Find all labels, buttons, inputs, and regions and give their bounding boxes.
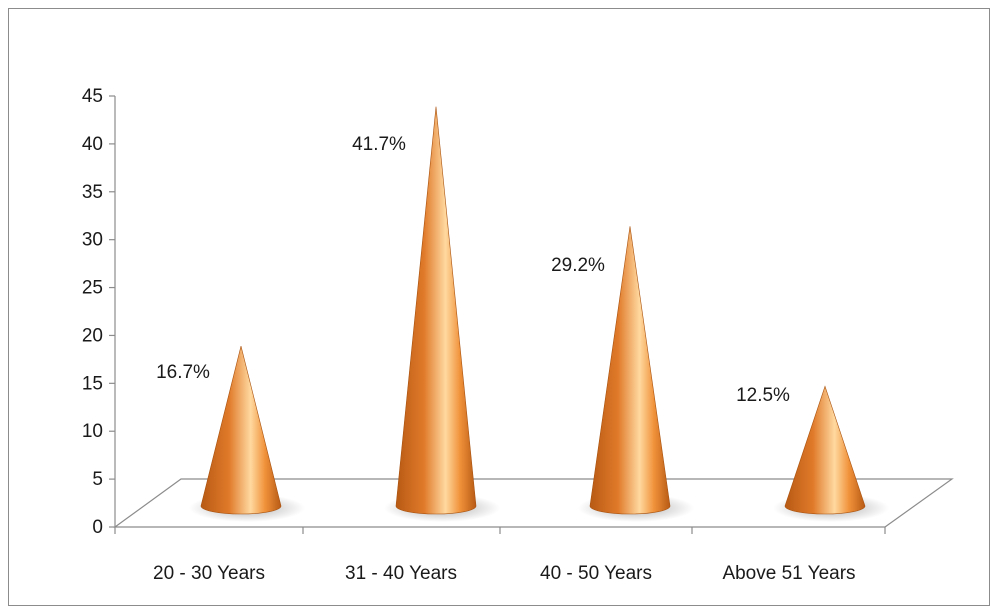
y-tick-label: 25 <box>82 278 103 299</box>
y-tick-label: 5 <box>92 469 103 490</box>
y-tick-label: 45 <box>82 86 103 107</box>
cone-bar <box>384 106 500 522</box>
x-category-label: 20 - 30 Years <box>153 563 265 584</box>
chart-floor <box>113 478 954 528</box>
y-tick-label: 35 <box>82 182 103 203</box>
y-tick-label: 15 <box>82 373 103 394</box>
y-tick-label: 30 <box>82 230 103 251</box>
cone-body <box>589 226 671 515</box>
x-category-label: 31 - 40 Years <box>345 563 457 584</box>
data-label: 29.2% <box>551 255 605 276</box>
x-category-label: Above 51 Years <box>722 563 855 584</box>
x-category-label: 40 - 50 Years <box>540 563 652 584</box>
data-label: 12.5% <box>736 385 790 406</box>
data-label: 41.7% <box>352 134 406 155</box>
y-tick-label: 10 <box>82 421 103 442</box>
cone-bar <box>773 385 889 522</box>
cone-body <box>200 345 282 515</box>
cone-bar <box>578 226 694 522</box>
y-tick-label: 20 <box>82 325 103 346</box>
cone-bar <box>189 345 305 522</box>
y-tick-label: 40 <box>82 134 103 155</box>
cone-body <box>395 106 477 515</box>
y-tick-label: 0 <box>92 517 103 538</box>
data-label: 16.7% <box>156 362 210 383</box>
cone-body <box>784 385 866 515</box>
